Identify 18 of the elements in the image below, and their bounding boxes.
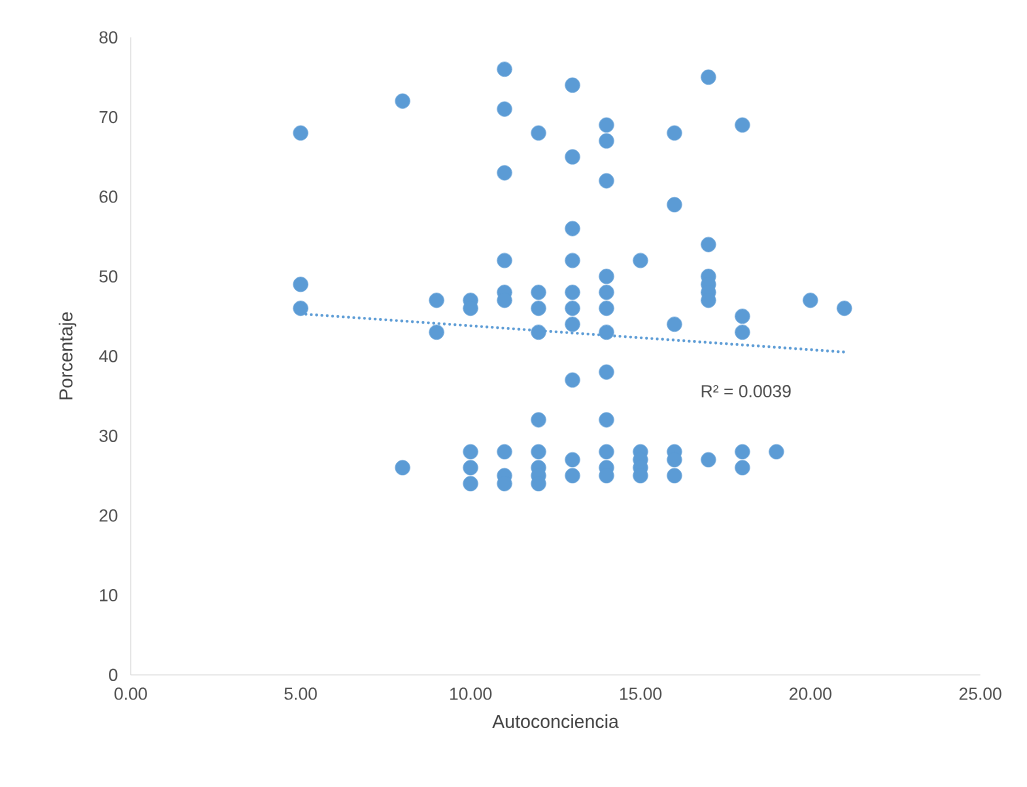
x-tick-label: 10.00 (450, 687, 492, 700)
y-tick-label: 70 (99, 110, 118, 124)
x-axis-title: Autoconciencia (492, 714, 619, 729)
y-tick-label: 60 (99, 190, 118, 203)
y-tick-label: 0 (109, 668, 118, 682)
y-tick-label: 40 (99, 350, 118, 363)
y-tick-label: 50 (99, 270, 118, 283)
y-tick-label: 80 (99, 31, 118, 44)
y-tick-label: 20 (99, 509, 118, 522)
x-tick-label: 0.00 (114, 687, 147, 700)
y-tick-label: 10 (100, 589, 118, 602)
x-tick-label: 25.00 (959, 687, 1002, 700)
x-tick-label: 20.00 (789, 687, 832, 700)
annotation: R² = 0.0039 (701, 385, 791, 398)
y-tick-label: 30 (99, 429, 118, 442)
x-tick-label: 15.00 (620, 687, 662, 700)
x-tick-label: 5.00 (284, 687, 317, 700)
y-axis-title: Porcentaje (58, 312, 77, 400)
